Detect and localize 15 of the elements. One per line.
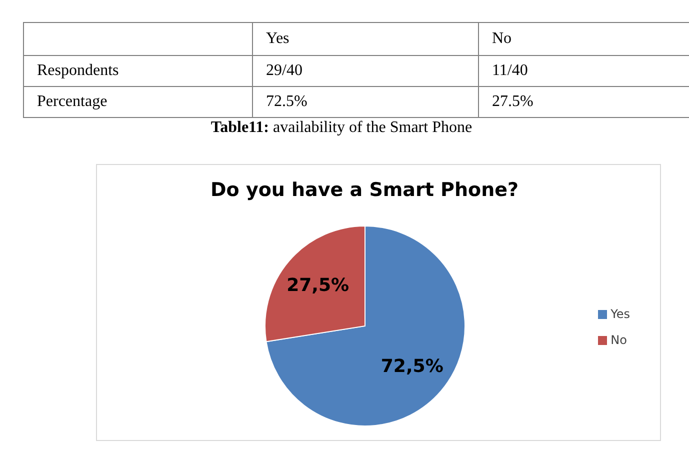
legend-label: No bbox=[610, 333, 627, 347]
category-label: Percentage bbox=[37, 93, 108, 110]
category-label: Respondents bbox=[37, 62, 119, 79]
text: 11/40 bbox=[492, 62, 528, 79]
legend-label: Yes bbox=[610, 307, 630, 321]
text: 72.5% bbox=[266, 93, 308, 110]
pie-slice bbox=[266, 226, 466, 426]
chart-title: Do you have a Smart Phone? bbox=[210, 179, 520, 201]
category-label: Yes bbox=[252, 22, 478, 56]
data-label: 27,5% bbox=[286, 275, 350, 296]
text: 29/40 bbox=[266, 62, 302, 79]
caption: Table11: availability of the Smart Phone bbox=[210, 119, 472, 136]
text: 27.5% bbox=[492, 93, 534, 110]
data-label: 72,5% bbox=[380, 356, 444, 377]
category-label: No bbox=[478, 22, 689, 56]
